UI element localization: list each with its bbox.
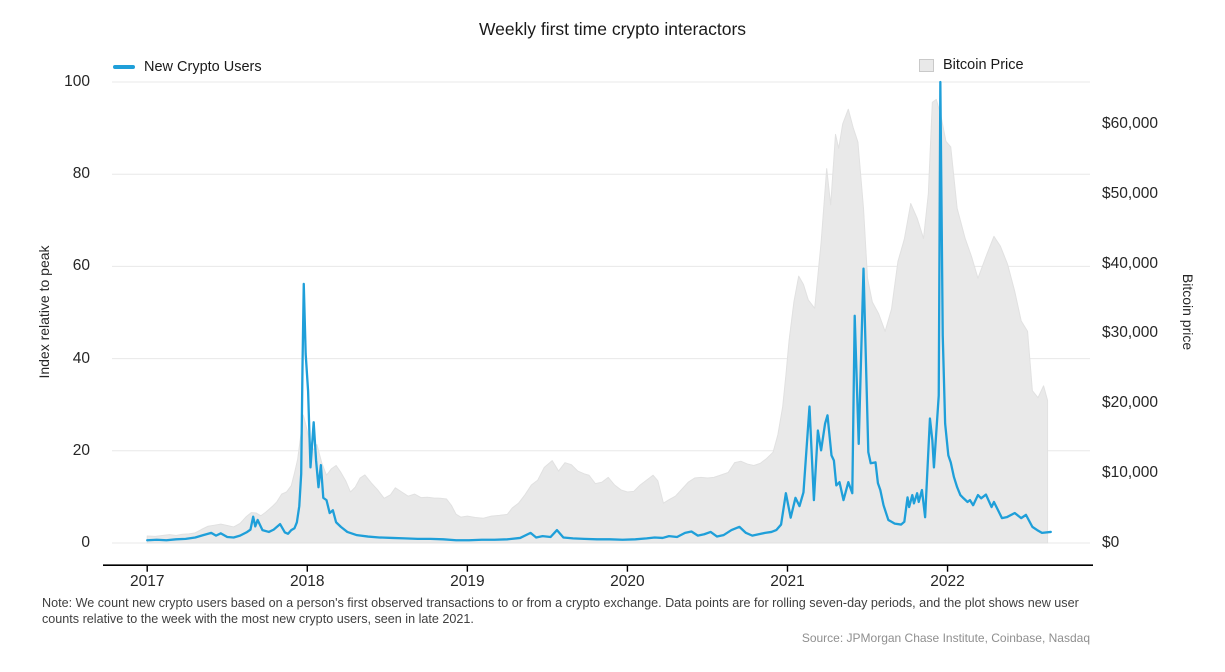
legend-new-crypto-users: New Crypto Users bbox=[113, 59, 262, 75]
y-right-tick-label: $60,000 bbox=[1102, 114, 1159, 132]
x-axis-tick-label: 2018 bbox=[290, 573, 325, 590]
x-axis-tick-label: 2022 bbox=[930, 573, 965, 590]
y-left-tick-label: 40 bbox=[72, 349, 90, 367]
y-left-tick-label: 100 bbox=[64, 73, 90, 90]
y-left-tick-label: 0 bbox=[81, 534, 90, 551]
x-axis-tick-label: 2021 bbox=[770, 573, 805, 590]
new-crypto-users-line bbox=[146, 80, 1052, 542]
users-line-swatch-icon bbox=[113, 65, 135, 69]
y-left-tick-label: 20 bbox=[72, 441, 90, 459]
x-axis-tick-label: 2019 bbox=[450, 573, 485, 590]
legend-users-label: New Crypto Users bbox=[144, 59, 262, 75]
bitcoin-price-area-path bbox=[146, 98, 1049, 544]
y-left-tick-label: 60 bbox=[72, 257, 90, 275]
new-crypto-users-line-path bbox=[146, 80, 1052, 542]
legend-bitcoin-label: Bitcoin Price bbox=[943, 57, 1024, 73]
legend-bitcoin-price: Bitcoin Price bbox=[919, 57, 1024, 73]
y-right-tick-label: $40,000 bbox=[1102, 254, 1159, 272]
bitcoin-area-swatch-icon bbox=[919, 58, 934, 72]
y-right-tick-label: $50,000 bbox=[1102, 184, 1159, 202]
y-left-tick-label: 80 bbox=[72, 165, 90, 183]
note-line-1: Note: We count new crypto users based on… bbox=[42, 596, 1079, 610]
chart-note: Note: We count new crypto users based on… bbox=[42, 596, 1102, 627]
right-axis-title: Bitcoin price bbox=[1180, 273, 1196, 351]
y-right-tick-label: $30,000 bbox=[1102, 324, 1159, 342]
x-axis-tick-label: 2017 bbox=[129, 573, 165, 590]
y-right-tick-label: $0 bbox=[1102, 534, 1120, 551]
note-line-2: counts relative to the week with the mos… bbox=[42, 611, 474, 626]
source-credit: Source: JPMorgan Chase Institute, Coinba… bbox=[801, 631, 1090, 645]
bitcoin-price-area bbox=[146, 98, 1049, 544]
chart-title: Weekly first time crypto interactors bbox=[478, 19, 747, 39]
y-right-tick-label: $10,000 bbox=[1102, 464, 1159, 482]
x-axis-tick-label: 2020 bbox=[610, 573, 645, 590]
y-right-tick-label: $20,000 bbox=[1102, 394, 1159, 412]
x-axis bbox=[103, 564, 1093, 572]
